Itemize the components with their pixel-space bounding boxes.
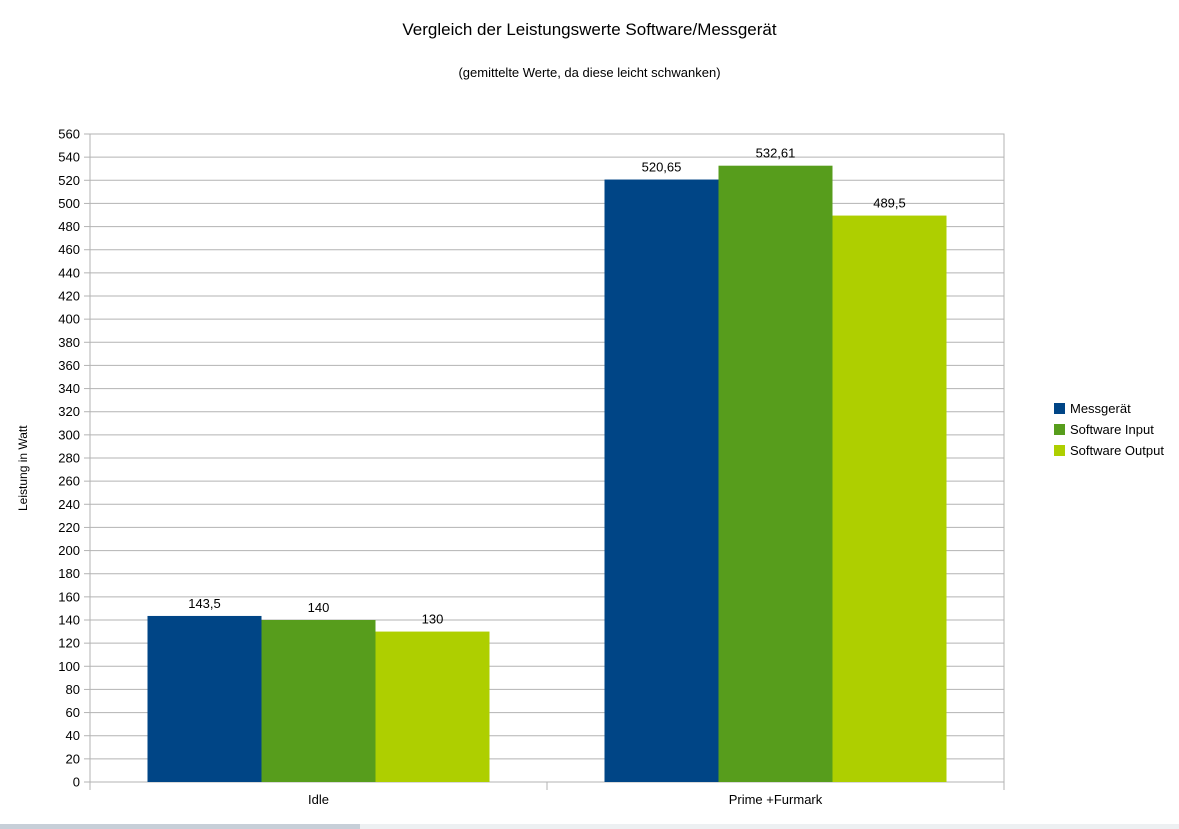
y-tick-label: 200 — [58, 543, 80, 558]
legend-swatch — [1054, 445, 1065, 456]
chart-subtitle: (gemittelte Werte, da diese leicht schwa… — [458, 65, 721, 80]
y-tick-label: 160 — [58, 589, 80, 604]
y-tick-label: 340 — [58, 381, 80, 396]
y-tick-label: 280 — [58, 451, 80, 466]
y-tick-label: 520 — [58, 173, 80, 188]
y-tick-label: 100 — [58, 659, 80, 674]
category-label: Prime +Furmark — [729, 792, 823, 807]
legend-swatch — [1054, 403, 1065, 414]
y-tick-label: 180 — [58, 566, 80, 581]
horizontal-scrollbar[interactable] — [0, 824, 1179, 829]
category-label: Idle — [308, 792, 329, 807]
legend-swatch — [1054, 424, 1065, 435]
legend-item: Messgerät — [1054, 398, 1164, 419]
bar — [375, 631, 490, 782]
bar-value-label: 532,61 — [756, 146, 796, 161]
scrollbar-thumb[interactable] — [0, 824, 360, 829]
y-tick-label: 0 — [73, 775, 80, 790]
y-tick-label: 240 — [58, 497, 80, 512]
y-tick-label: 560 — [58, 127, 80, 142]
y-tick-label: 140 — [58, 613, 80, 628]
bar-value-label: 489,5 — [873, 196, 906, 211]
bar-value-label: 130 — [422, 612, 444, 627]
bar — [604, 179, 719, 782]
bar-value-label: 143,5 — [188, 596, 221, 611]
legend-label: Software Input — [1070, 422, 1154, 437]
y-tick-label: 300 — [58, 427, 80, 442]
bar — [832, 215, 947, 783]
y-tick-label: 400 — [58, 312, 80, 327]
bar-value-label: 520,65 — [642, 160, 682, 175]
y-tick-label: 500 — [58, 196, 80, 211]
chart-title: Vergleich der Leistungswerte Software/Me… — [402, 20, 777, 39]
y-tick-label: 380 — [58, 335, 80, 350]
y-tick-label: 220 — [58, 520, 80, 535]
bar-value-label: 140 — [308, 600, 330, 615]
legend-label: Messgerät — [1070, 401, 1131, 416]
y-tick-label: 60 — [66, 705, 80, 720]
y-tick-label: 540 — [58, 150, 80, 165]
legend-item: Software Output — [1054, 440, 1164, 461]
y-tick-label: 260 — [58, 474, 80, 489]
legend-item: Software Input — [1054, 419, 1164, 440]
y-tick-label: 120 — [58, 636, 80, 651]
bar — [147, 615, 262, 782]
y-tick-label: 480 — [58, 219, 80, 234]
y-tick-label: 20 — [66, 751, 80, 766]
legend-label: Software Output — [1070, 443, 1164, 458]
y-tick-label: 80 — [66, 682, 80, 697]
y-tick-label: 360 — [58, 358, 80, 373]
y-tick-label: 320 — [58, 404, 80, 419]
bar — [261, 620, 376, 782]
y-tick-label: 440 — [58, 265, 80, 280]
bar — [718, 165, 833, 782]
y-tick-label: 460 — [58, 242, 80, 257]
y-tick-label: 40 — [66, 728, 80, 743]
y-tick-label: 420 — [58, 289, 80, 304]
legend: Messgerät Software Input Software Output — [1054, 398, 1164, 461]
